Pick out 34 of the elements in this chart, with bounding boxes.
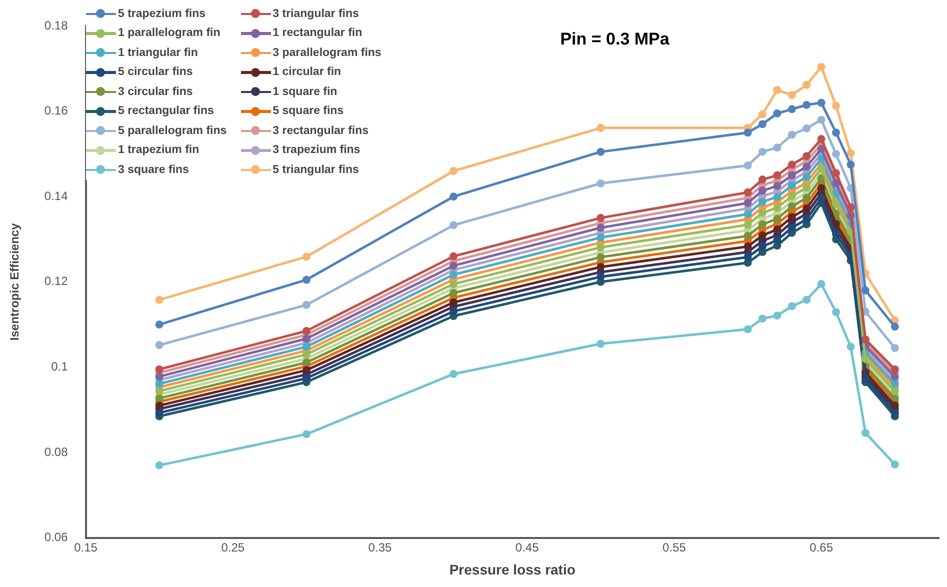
legend-label: 1 square fin — [272, 86, 338, 98]
y-tick-label: 0.18 — [44, 18, 68, 32]
legend-label: 1 rectangular fin — [272, 27, 362, 40]
x-tick-label: 0.35 — [368, 540, 392, 554]
legend-label: 3 square fins — [118, 164, 189, 176]
legend-label: 3 triangular fins — [272, 8, 359, 20]
y-tick-label: 0.1 — [51, 360, 68, 374]
x-tick-label: 0.25 — [221, 540, 245, 554]
y-tick-label: 0.16 — [44, 104, 68, 118]
legend-label: 5 square fins — [272, 105, 344, 118]
legend-label: 5 rectangular fins — [118, 105, 214, 118]
y-axis-title: Isentropic Efficiency — [8, 222, 22, 341]
x-tick-label: 0.45 — [515, 540, 540, 554]
x-tick-label: 0.65 — [810, 540, 834, 554]
x-tick-label: 0.55 — [662, 540, 686, 554]
y-tick-label: 0.08 — [44, 444, 68, 459]
y-tick-label: 0.14 — [44, 188, 68, 203]
legend-label: 1 circular fin — [272, 66, 342, 78]
legend-label: 3 circular fins — [118, 86, 193, 98]
y-tick-label: 0.06 — [44, 530, 68, 544]
x-tick-label: 0.15 — [74, 540, 98, 554]
x-axis-title: Pressure loss ratio — [449, 561, 576, 578]
legend-label: 5 circular fins — [118, 66, 193, 78]
legend-label: 1 parallelogram fin — [118, 27, 220, 40]
legend-label: 1 triangular fin — [118, 46, 198, 59]
legend-label: 3 trapezium fins — [272, 144, 360, 156]
legend-label: 3 parallelogram fins — [272, 46, 382, 59]
legend-label: 5 trapezium fins — [118, 8, 206, 20]
y-tick-label: 0.12 — [44, 274, 68, 288]
legend-label: 1 trapezium fin — [118, 144, 200, 156]
legend-label: 5 triangular fins — [272, 164, 359, 176]
legend-label: 5 parallelogram fins — [118, 124, 227, 137]
legend-label: 3 rectangular fins — [272, 124, 369, 137]
chart-title: Pin = 0.3 MPa — [560, 30, 670, 49]
